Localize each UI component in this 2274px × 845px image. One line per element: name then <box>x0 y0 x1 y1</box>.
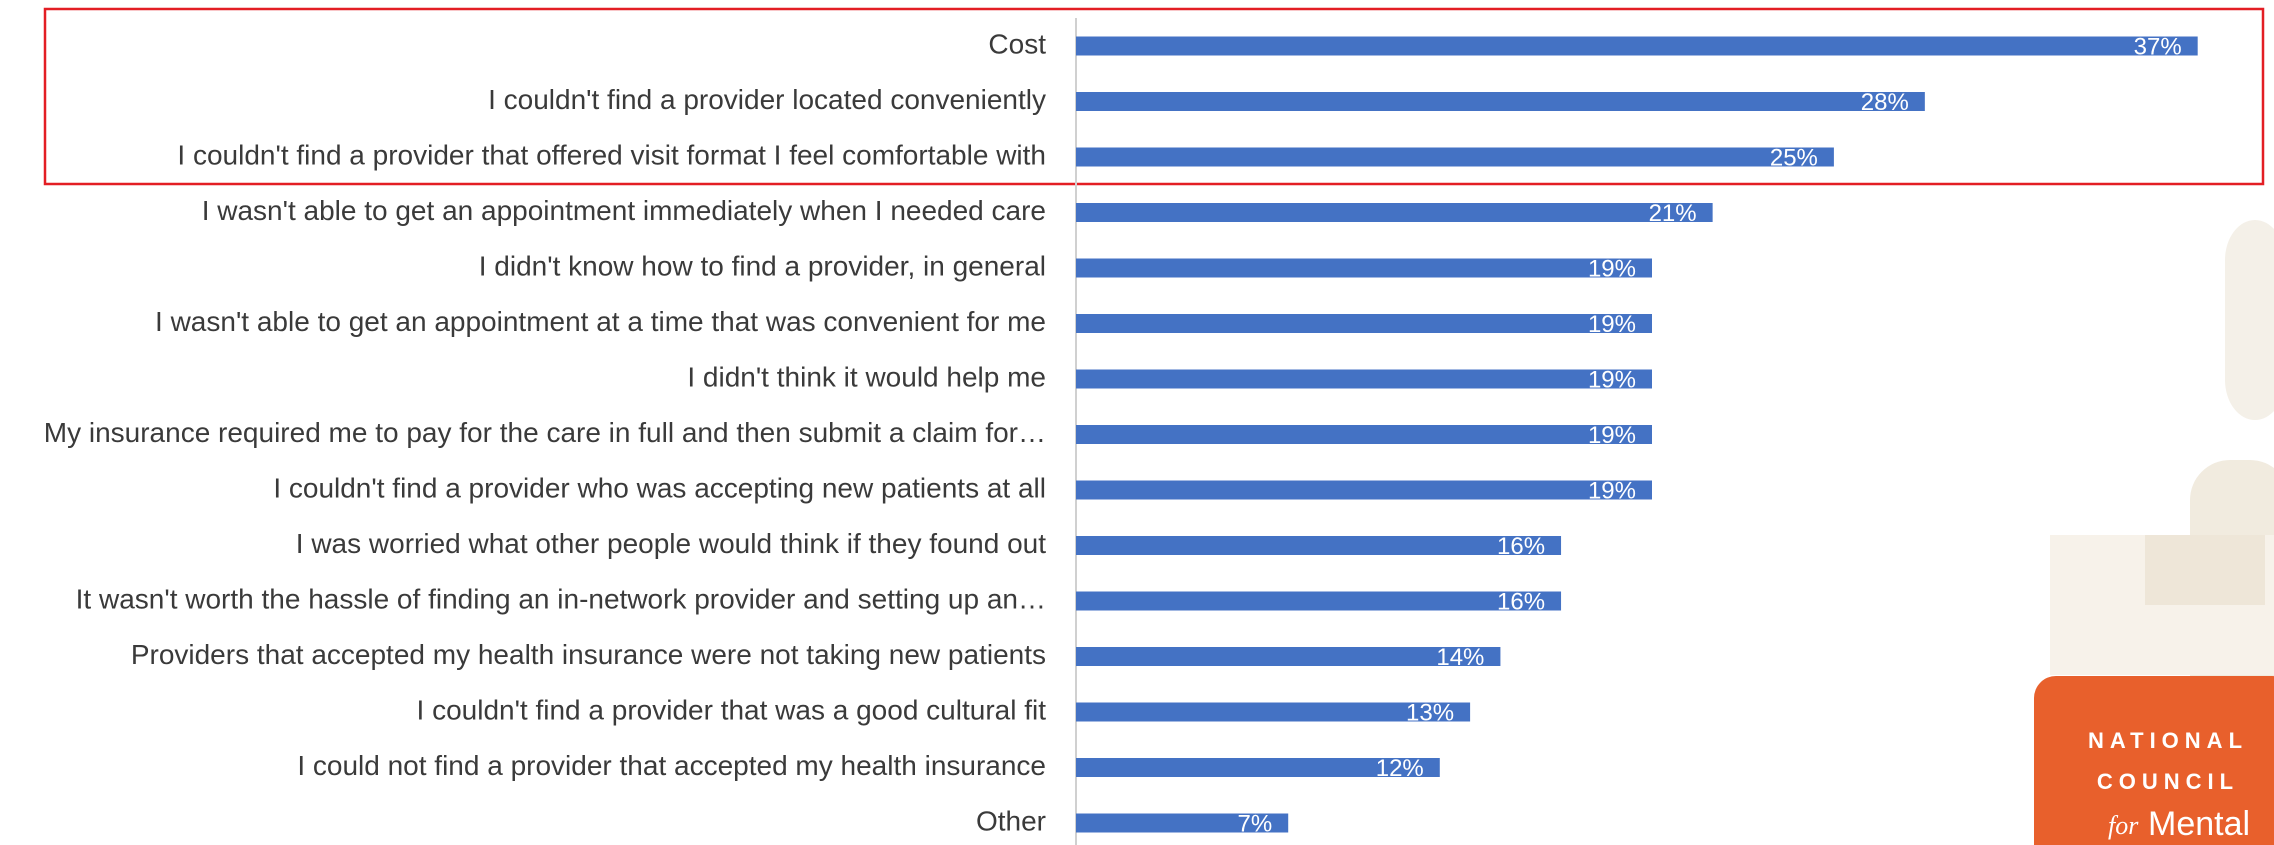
logo-text: for <box>2108 811 2139 840</box>
bar <box>1076 147 1834 167</box>
y-tick-label: I didn't know how to find a provider, in… <box>479 250 1046 281</box>
data-label: 12% <box>1376 755 1424 782</box>
data-label: 16% <box>1497 588 1545 615</box>
data-label: 19% <box>1588 366 1636 393</box>
y-tick-label: Other <box>976 805 1046 836</box>
bar <box>1076 480 1652 500</box>
y-tick-label: I was worried what other people would th… <box>296 528 1046 559</box>
data-label: 19% <box>1588 255 1636 282</box>
logo-background <box>2034 220 2274 845</box>
bar <box>1076 647 1501 666</box>
bar <box>1076 92 1925 111</box>
data-label: 28% <box>1861 89 1909 116</box>
y-tick-label: I didn't think it would help me <box>687 361 1046 392</box>
logo-text: COUNCIL <box>2097 769 2239 794</box>
bar <box>1076 369 1652 389</box>
bar <box>1076 536 1562 555</box>
data-label: 21% <box>1649 200 1697 227</box>
y-tick-label: It wasn't worth the hassle of finding an… <box>76 583 1046 614</box>
y-tick-label: I couldn't find a provider that was a go… <box>417 694 1047 725</box>
bar <box>1076 813 1289 833</box>
bar <box>1076 258 1652 278</box>
bar <box>1076 591 1562 611</box>
bar <box>1076 314 1652 333</box>
data-label: 16% <box>1497 533 1545 560</box>
y-tick-label: I could not find a provider that accepte… <box>297 750 1046 781</box>
data-label: 13% <box>1406 699 1454 726</box>
y-tick-label: I wasn't able to get an appointment imme… <box>202 195 1046 226</box>
y-tick-label: I couldn't find a provider who was accep… <box>273 472 1046 503</box>
bar <box>1076 425 1652 444</box>
y-tick-label: I wasn't able to get an appointment at a… <box>155 306 1046 337</box>
data-label: 7% <box>1238 810 1273 837</box>
bar <box>1076 702 1471 722</box>
bar <box>1076 36 2198 56</box>
bar <box>1076 758 1440 777</box>
logo-text: Mental <box>2148 805 2250 843</box>
data-label: 14% <box>1436 644 1484 671</box>
bar <box>1076 203 1713 222</box>
data-label: 19% <box>1588 477 1636 504</box>
y-tick-label: Providers that accepted my health insura… <box>131 639 1046 670</box>
y-tick-label: I couldn't find a provider that offered … <box>177 139 1046 170</box>
y-tick-label: My insurance required me to pay for the … <box>44 417 1046 448</box>
logo-text: NATIONAL <box>2088 728 2248 753</box>
highlight-box <box>43 7 2265 186</box>
y-tick-label: I couldn't find a provider located conve… <box>488 84 1046 115</box>
data-label: 19% <box>1588 422 1636 449</box>
data-label: 19% <box>1588 311 1636 338</box>
y-tick-label: Cost <box>988 28 1046 59</box>
data-label: 25% <box>1770 144 1818 171</box>
data-label: 37% <box>2134 33 2182 60</box>
